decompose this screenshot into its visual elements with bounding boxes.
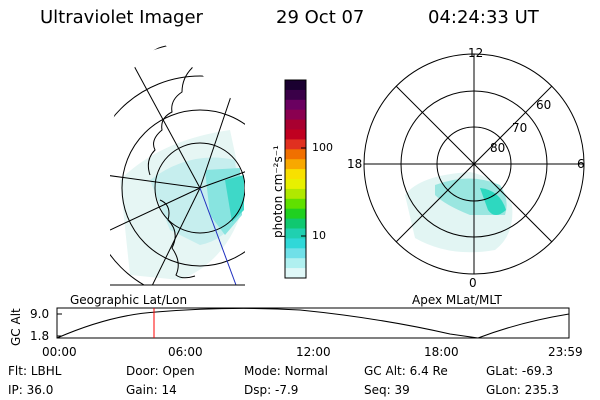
mlt-label-12: 12 xyxy=(468,46,484,60)
mlt-label-6: 6 xyxy=(577,157,585,171)
colorbar-band xyxy=(285,198,306,210)
colorbar-band xyxy=(285,109,306,121)
altitude-xtick-0600: 06:00 xyxy=(168,345,203,359)
altitude-ytick-9: 9.0 xyxy=(30,307,50,321)
colorbar-band xyxy=(285,149,306,160)
mlt-label-0: 0 xyxy=(469,276,477,290)
instrument-title: Ultraviolet Imager xyxy=(40,7,203,28)
mlat-label-80: 80 xyxy=(490,141,506,155)
altitude-curve xyxy=(56,307,570,339)
param-gain: Gain: 14 xyxy=(126,383,177,397)
altitude-xtick-2359: 23:59 xyxy=(548,345,583,359)
altitude-xtick-1800: 18:00 xyxy=(424,345,459,359)
colorbar-band xyxy=(285,218,306,229)
date-label: 29 Oct 07 xyxy=(276,7,365,28)
colorbar-band xyxy=(285,80,306,91)
geographic-map xyxy=(110,45,245,286)
colorbar-band xyxy=(285,129,306,140)
time-label: 04:24:33 UT xyxy=(428,7,539,28)
altitude-ylabel: GC Alt xyxy=(9,308,23,346)
colorbar-band xyxy=(285,139,306,150)
param-ip: IP: 36.0 xyxy=(8,383,54,397)
param-glon: GLon: 235.3 xyxy=(486,383,559,397)
colorbar-band xyxy=(285,258,306,269)
colorbar-tick-10: 10 xyxy=(312,229,326,242)
colorbar-band xyxy=(285,248,306,259)
colorbar-band xyxy=(285,188,306,200)
altitude-ytick-1: 1.8 xyxy=(30,329,50,343)
colorbar-unit-label: photon cm⁻²s⁻¹ xyxy=(271,145,285,238)
colorbar-band xyxy=(285,238,306,249)
param-door: Door: Open xyxy=(126,364,195,378)
mlt-label-18: 18 xyxy=(347,157,363,171)
colorbar-band xyxy=(285,99,306,111)
colorbar-tick-100: 100 xyxy=(312,141,333,154)
colorbar xyxy=(284,79,307,279)
polar-dial xyxy=(363,53,585,275)
param-seq: Seq: 39 xyxy=(364,383,410,397)
colorbar-band xyxy=(285,268,306,279)
param-flt: Flt: LBHL xyxy=(8,364,62,378)
mlat-label-70: 70 xyxy=(512,121,528,135)
colorbar-band xyxy=(285,179,306,190)
param-gc-alt: GC Alt: 6.4 Re xyxy=(364,364,448,378)
mlat-label-60: 60 xyxy=(536,98,552,112)
param-dsp: Dsp: -7.9 xyxy=(244,383,299,397)
colorbar-band xyxy=(285,208,306,220)
geo-panel-label: Geographic Lat/Lon xyxy=(70,293,188,307)
altitude-xtick-0000: 00:00 xyxy=(42,345,77,359)
colorbar-band xyxy=(285,169,306,180)
polar-panel-label: Apex MLat/MLT xyxy=(412,293,502,307)
altitude-xtick-1200: 12:00 xyxy=(296,345,331,359)
param-mode: Mode: Normal xyxy=(244,364,328,378)
altitude-plot xyxy=(56,307,570,339)
colorbar-band xyxy=(285,159,306,170)
colorbar-band xyxy=(285,119,306,130)
colorbar-band xyxy=(285,228,306,239)
param-glat: GLat: -69.3 xyxy=(486,364,553,378)
colorbar-band xyxy=(285,89,306,101)
